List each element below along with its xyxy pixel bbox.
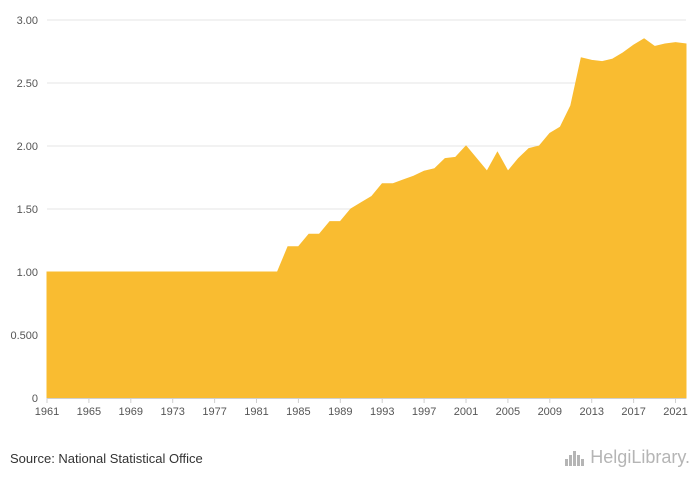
library-icon — [565, 450, 587, 466]
y-tick-label: 3.00 — [17, 15, 38, 27]
x-tick-label: 1965 — [77, 406, 101, 418]
logo-text: HelgiLibrary. — [590, 447, 690, 467]
x-tick-label: 1985 — [286, 406, 310, 418]
helgilibrary-logo[interactable]: HelgiLibrary. — [565, 447, 690, 468]
x-tick-label: 2021 — [663, 406, 687, 418]
y-tick-label: 0.500 — [10, 330, 38, 342]
x-tick-label: 2005 — [496, 406, 520, 418]
x-tick-label: 1961 — [35, 406, 59, 418]
x-tick-label: 2013 — [579, 406, 603, 418]
x-tick-label: 1981 — [244, 406, 268, 418]
x-tick-label: 1973 — [160, 406, 184, 418]
y-tick-label: 2.50 — [17, 78, 38, 90]
x-tick-label: 2017 — [621, 406, 645, 418]
x-tick-label: 1989 — [328, 406, 352, 418]
source-note: Source: National Statistical Office — [10, 451, 203, 466]
area-series — [46, 38, 687, 399]
y-tick-label: 2.00 — [17, 141, 38, 153]
y-tick-label: 1.50 — [17, 204, 38, 216]
x-tick-label: 1993 — [370, 406, 394, 418]
y-tick-label: 1.00 — [17, 267, 38, 279]
series-area — [46, 38, 687, 399]
x-tick-label: 2009 — [538, 406, 562, 418]
x-tick-label: 1997 — [412, 406, 436, 418]
y-axis-ticks: 0 0.500 1.00 1.50 2.00 2.50 3.00 — [10, 15, 38, 405]
x-tick-label: 2001 — [454, 406, 478, 418]
x-tick-label: 1969 — [119, 406, 143, 418]
x-axis-ticks: 1961 1965 1969 1973 1977 1981 1985 1989 1993 1997… — [35, 398, 688, 418]
x-tick-label: 1977 — [202, 406, 226, 418]
y-tick-label: 0 — [32, 393, 38, 405]
